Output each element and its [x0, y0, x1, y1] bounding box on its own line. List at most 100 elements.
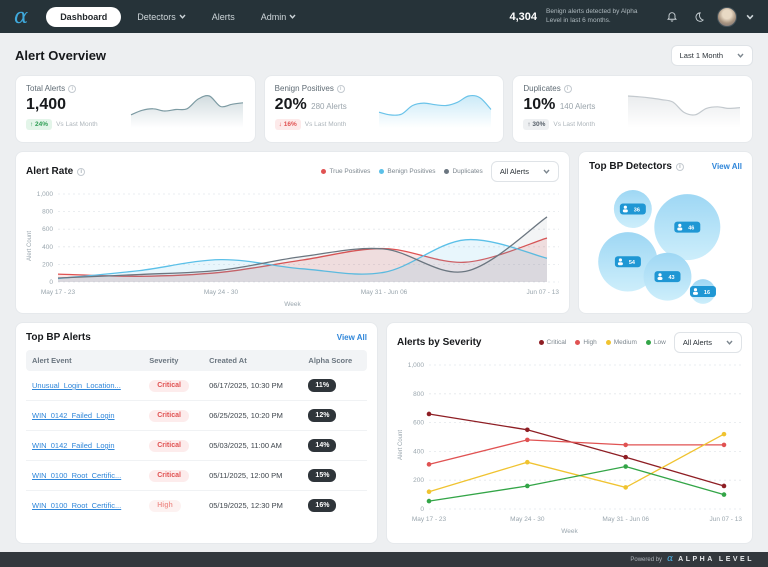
- alert-event-link[interactable]: Unusual_Login_Location...: [32, 381, 121, 390]
- col-alert-event: Alert Event: [26, 350, 144, 371]
- detectors-view-all-link[interactable]: View All: [711, 162, 742, 171]
- stat-title: Benign Positives: [274, 84, 334, 93]
- chevron-down-icon: [543, 169, 550, 174]
- info-icon[interactable]: i: [563, 84, 572, 93]
- svg-text:800: 800: [413, 391, 424, 398]
- legend-dot: [645, 340, 651, 345]
- severity-filter-value: All Alerts: [682, 338, 712, 347]
- notifications-bell-icon[interactable]: [663, 8, 681, 26]
- top-bp-alerts-title: Top BP Alerts: [26, 332, 91, 343]
- alerts-view-all-link[interactable]: View All: [336, 333, 367, 342]
- legend-label: High: [583, 339, 597, 346]
- alert-event-link[interactable]: WIN_0100_Root_Certific...: [32, 471, 122, 480]
- svg-text:46: 46: [688, 226, 694, 232]
- svg-text:1,000: 1,000: [408, 362, 425, 369]
- stat-value: 20% 280 Alerts: [275, 96, 347, 114]
- dark-mode-moon-icon[interactable]: [690, 8, 708, 26]
- benign-alert-count: 4,304: [509, 10, 537, 23]
- svg-text:600: 600: [413, 420, 424, 427]
- legend-dot: [575, 340, 581, 345]
- svg-text:Jun 07 - 13: Jun 07 - 13: [709, 516, 742, 523]
- trend-badge: ↓ 16%: [274, 119, 301, 130]
- nav-tab-admin-label: Admin: [260, 11, 287, 22]
- created-at: 05/11/2025, 12:00 PM: [203, 460, 303, 491]
- nav-tab-alerts[interactable]: Alerts: [202, 7, 245, 27]
- svg-text:May 24 - 30: May 24 - 30: [204, 289, 239, 296]
- mid-row: Alert Rate i True Positives Benign Positi…: [15, 151, 753, 314]
- severity-filter-select[interactable]: All Alerts: [673, 332, 742, 353]
- svg-text:1,000: 1,000: [37, 191, 54, 198]
- trend-badge: ↑ 24%: [26, 119, 53, 130]
- svg-text:43: 43: [668, 275, 674, 281]
- footer-bar: Powered by α ALPHA LEVEL: [0, 552, 768, 567]
- chevron-down-icon: [289, 14, 296, 19]
- alert-rate-panel: Alert Rate i True Positives Benign Positi…: [15, 151, 570, 314]
- info-icon[interactable]: i: [336, 84, 345, 93]
- table-row: WIN_0142_Failed_Login Critical 06/25/202…: [26, 400, 367, 431]
- alert-rate-legend: True Positives Benign Positives Duplicat…: [321, 168, 483, 175]
- stat-value-main: 10%: [523, 96, 556, 113]
- alpha-score-badge: 11%: [308, 379, 337, 392]
- date-range-select[interactable]: Last 1 Month: [670, 44, 753, 66]
- created-at: 06/25/2025, 10:20 PM: [203, 400, 303, 431]
- svg-text:200: 200: [42, 261, 53, 268]
- footer-brand-name: ALPHA LEVEL: [678, 556, 754, 563]
- stat-value: 10% 140 Alerts: [523, 96, 595, 114]
- nav-right-cluster: 4,304 Benign alerts detected by Alpha Le…: [509, 6, 754, 27]
- svg-text:Jun 07 - 13: Jun 07 - 13: [526, 289, 559, 296]
- benign-alert-caption: Benign alerts detected by Alpha Level in…: [546, 8, 654, 26]
- nav-tab-detectors[interactable]: Detectors: [127, 7, 196, 27]
- nav-tab-admin[interactable]: Admin: [251, 7, 307, 27]
- nav-tab-dashboard[interactable]: Dashboard: [46, 6, 122, 27]
- legend-dot: [379, 169, 385, 174]
- bp-detectors-bubble-chart: 36 46 54 43 16: [598, 190, 721, 304]
- date-range-value: Last 1 Month: [679, 50, 723, 60]
- stat-card-benign-positives: Benign Positives i 20% 280 Alerts ↓ 16% V…: [263, 75, 505, 143]
- nav-tab-alerts-label: Alerts: [211, 11, 235, 22]
- severity-xlabel: Week: [561, 528, 578, 535]
- top-bp-alerts-panel: Top BP Alerts View All Alert Event Sever…: [15, 322, 378, 544]
- page-header: Alert Overview Last 1 Month: [15, 40, 753, 70]
- svg-text:200: 200: [413, 477, 424, 484]
- stat-value-main: 20%: [274, 96, 307, 113]
- legend-label: Benign Positives: [387, 168, 436, 175]
- app-logo[interactable]: α: [14, 4, 29, 28]
- svg-text:Alert Count: Alert Count: [398, 430, 404, 460]
- alert-event-link[interactable]: WIN_0142_Failed_Login: [32, 441, 115, 450]
- severity-badge: High: [149, 499, 181, 512]
- col-created-at: Created At: [203, 350, 303, 371]
- table-row: WIN_0100_Root_Certific... High 05/19/202…: [26, 491, 367, 521]
- legend-dot: [321, 169, 327, 174]
- trend-badge: ↑ 30%: [523, 119, 550, 130]
- svg-text:54: 54: [629, 260, 636, 266]
- alert-event-link[interactable]: WIN_0100_Root_Certific...: [32, 501, 122, 510]
- stat-value: 1,400: [26, 96, 67, 113]
- alert-rate-filter-select[interactable]: All Alerts: [490, 161, 559, 182]
- info-icon[interactable]: i: [68, 84, 77, 93]
- info-icon[interactable]: i: [675, 162, 684, 171]
- nav-tab-detectors-label: Detectors: [137, 11, 176, 22]
- severity-badge: Critical: [149, 379, 189, 392]
- alerts-by-severity-chart: 0 200 400 600 800 1,000 Alert Count May 17 - 23…: [398, 362, 742, 523]
- info-icon[interactable]: i: [77, 167, 86, 176]
- legend-dot: [444, 169, 450, 174]
- alpha-score-badge: 14%: [308, 439, 337, 452]
- stat-title: Total Alerts: [26, 84, 66, 93]
- total-alerts-sparkline: [130, 95, 243, 128]
- user-avatar[interactable]: [717, 6, 737, 27]
- profile-chevron-down-icon[interactable]: [746, 14, 754, 20]
- svg-text:0: 0: [49, 279, 53, 286]
- alert-event-link[interactable]: WIN_0142_Failed_Login: [32, 411, 115, 420]
- alert-rate-filter-value: All Alerts: [499, 167, 529, 176]
- legend-dot: [538, 340, 544, 345]
- main-nav: Dashboard Detectors Alerts Admin: [46, 6, 509, 27]
- col-severity: Severity: [143, 350, 204, 371]
- chevron-down-icon: [726, 340, 733, 345]
- stat-card-duplicates: Duplicates i 10% 140 Alerts ↑ 30% Vs Last…: [512, 75, 754, 143]
- alpha-score-badge: 12%: [308, 409, 337, 422]
- legend-label: Low: [653, 339, 666, 346]
- table-row: WIN_0100_Root_Certific... Critical 05/11…: [26, 460, 367, 491]
- legend-label: Duplicates: [452, 168, 483, 175]
- severity-legend: Critical High Medium Low: [538, 339, 666, 346]
- legend-label: Medium: [613, 339, 637, 346]
